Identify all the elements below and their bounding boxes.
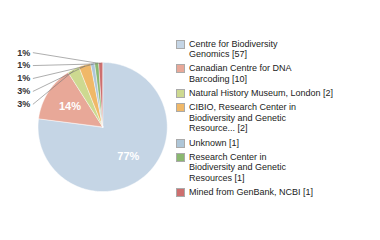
svg-text:1%: 1% — [17, 73, 30, 83]
html-text:Natural History Museum, London: Natural History Museum, London [2] — [189, 88, 334, 99]
svg-text:3%: 3% — [17, 99, 30, 109]
html-text:Canadian Centre for DNA Barcod: Canadian Centre for DNA Barcoding [10] — [189, 63, 292, 84]
html-text:Centre for Biodiversity Genomi: Centre for Biodiversity Genomics [57] — [189, 38, 278, 60]
html-text:Research Center in Biodiversit: Research Center in Biodiversity and Gene… — [189, 151, 287, 183]
html-text:CIBIO, Research Center in Biod: CIBIO, Research Center in Biodiversity a… — [189, 102, 296, 134]
html-text:Mined from GenBank, NCBI [1]: Mined from GenBank, NCBI [1] — [189, 186, 314, 197]
svg-text:14%: 14% — [59, 100, 81, 112]
svg-text:1%: 1% — [17, 48, 30, 58]
svg-text:3%: 3% — [17, 86, 30, 96]
svg-text:1%: 1% — [17, 60, 30, 70]
svg-text:77%: 77% — [117, 150, 139, 162]
html-text:Unknown [1]: Unknown [1] — [189, 137, 239, 148]
